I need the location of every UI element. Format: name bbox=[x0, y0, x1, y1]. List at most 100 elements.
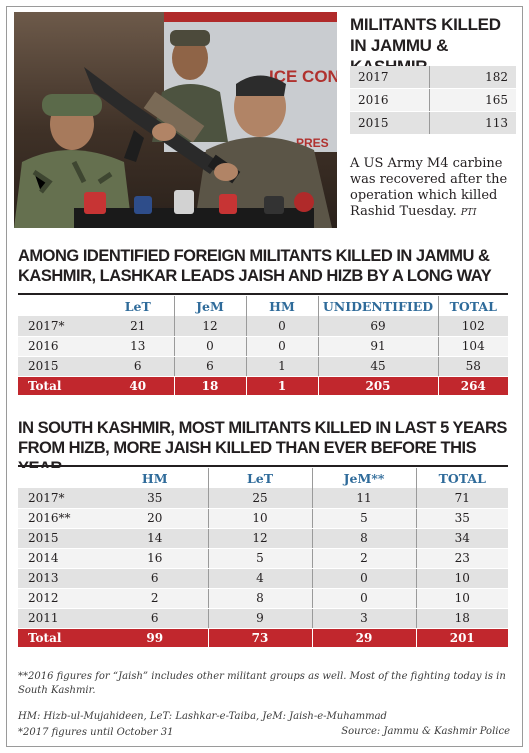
row-label: 2016 bbox=[18, 336, 102, 357]
divider bbox=[18, 293, 508, 295]
table-cell: 20 bbox=[102, 508, 208, 529]
table-cell: 201 bbox=[415, 628, 508, 648]
table-cell: 1 bbox=[245, 376, 318, 396]
table-cell: 18 bbox=[173, 376, 246, 396]
table-cell: 102 bbox=[437, 316, 508, 337]
table-header-row: HM LeT JeM** TOTAL bbox=[18, 468, 508, 488]
table-cell: 6 bbox=[173, 356, 246, 377]
summary-year: 2017 bbox=[350, 66, 430, 88]
table-cell: 0 bbox=[311, 588, 416, 609]
table-cell: 99 bbox=[102, 628, 208, 648]
table-cell: 25 bbox=[207, 488, 312, 509]
table-cell: 21 bbox=[102, 316, 174, 337]
table-cell: 1 bbox=[245, 356, 318, 377]
table-cell: 10 bbox=[415, 588, 508, 609]
table-cell: 2 bbox=[311, 548, 416, 569]
table-cell: 10 bbox=[415, 568, 508, 589]
header-cell: TOTAL bbox=[415, 468, 508, 488]
row-label: Total bbox=[18, 376, 102, 396]
press-conference-photo: ICE CONT PRES bbox=[14, 12, 337, 228]
total-row: Total 40 18 1 205 264 bbox=[18, 376, 508, 396]
summary-year: 2015 bbox=[350, 112, 430, 134]
table-cell: 3 bbox=[311, 608, 416, 629]
photo-credit: PTI bbox=[460, 208, 477, 218]
table-cell: 2 bbox=[102, 588, 208, 609]
table-cell: 23 bbox=[415, 548, 508, 569]
header-cell: JeM** bbox=[311, 468, 416, 488]
caption-text: A US Army M4 carbine was recovered after… bbox=[350, 156, 508, 219]
row-label: 2012 bbox=[18, 588, 102, 609]
row-label: 2017* bbox=[18, 316, 102, 337]
table-cell: 9 bbox=[207, 608, 312, 629]
header-cell bbox=[18, 468, 102, 488]
header-cell bbox=[18, 296, 102, 316]
header-cell: HM bbox=[102, 468, 208, 488]
section1-title: AMONG IDENTIFIED FOREIGN MILITANTS KILLE… bbox=[18, 247, 492, 285]
table-cell: 4 bbox=[207, 568, 312, 589]
banner-text: ICE CONT bbox=[269, 67, 337, 86]
table-cell: 6 bbox=[102, 356, 174, 377]
row-label: 2015 bbox=[18, 528, 102, 549]
table-row: 2015 6 6 1 45 58 bbox=[18, 356, 508, 377]
table-cell: 71 bbox=[415, 488, 508, 509]
header-cell: JeM bbox=[173, 296, 246, 316]
table-row: 2016 13 0 0 91 104 bbox=[18, 336, 508, 357]
table-cell: 12 bbox=[173, 316, 246, 337]
table-cell: 0 bbox=[311, 568, 416, 589]
row-label: 2011 bbox=[18, 608, 102, 629]
table-row: 2013 6 4 0 10 bbox=[18, 568, 508, 589]
header-cell: TOTAL bbox=[437, 296, 508, 316]
table-cell: 10 bbox=[207, 508, 312, 529]
table-cell: 0 bbox=[245, 316, 318, 337]
summary-value: 165 bbox=[485, 93, 508, 107]
table-header-row: LeT JeM HM UNIDENTIFIED TOTAL bbox=[18, 296, 508, 316]
table-row: 2016** 20 10 5 35 bbox=[18, 508, 508, 529]
table-row: 2015 14 12 8 34 bbox=[18, 528, 508, 549]
table-cell: 8 bbox=[207, 588, 312, 609]
table-cell: 58 bbox=[437, 356, 508, 377]
table-cell: 45 bbox=[317, 356, 438, 377]
footnote-abbreviations: HM: Hizb-ul-Mujahideen, LeT: Lashkar-e-T… bbox=[18, 711, 387, 722]
summary-value: 182 bbox=[485, 70, 508, 84]
table-cell: 5 bbox=[207, 548, 312, 569]
row-label: 2016** bbox=[18, 508, 102, 529]
table-cell: 13 bbox=[102, 336, 174, 357]
header-cell: LeT bbox=[207, 468, 312, 488]
table-cell: 104 bbox=[437, 336, 508, 357]
summary-value: 113 bbox=[485, 116, 508, 130]
table-cell: 16 bbox=[102, 548, 208, 569]
footnote-2017: *2017 figures until October 31 bbox=[18, 727, 174, 738]
header-cell: UNIDENTIFIED bbox=[317, 296, 438, 316]
summary-table: 2017 182 2016 165 2015 113 bbox=[350, 66, 516, 135]
table-row: 2012 2 8 0 10 bbox=[18, 588, 508, 609]
table-row: 2017* 35 25 11 71 bbox=[18, 488, 508, 509]
photo-caption: A US Army M4 carbine was recovered after… bbox=[350, 156, 518, 221]
table-cell: 6 bbox=[102, 568, 208, 589]
table-cell: 18 bbox=[415, 608, 508, 629]
table-cell: 11 bbox=[311, 488, 416, 509]
header-cell: LeT bbox=[102, 296, 174, 316]
table-cell: 12 bbox=[207, 528, 312, 549]
infographic-frame bbox=[6, 6, 523, 747]
header-cell: HM bbox=[245, 296, 318, 316]
total-row: Total 99 73 29 201 bbox=[18, 628, 508, 648]
table-row: 2011 6 9 3 18 bbox=[18, 608, 508, 629]
table-cell: 205 bbox=[317, 376, 438, 396]
row-label: 2014 bbox=[18, 548, 102, 569]
row-label: 2017* bbox=[18, 488, 102, 509]
south-kashmir-table: HM LeT JeM** TOTAL 2017* 35 25 11 71 201… bbox=[18, 468, 508, 648]
row-label: Total bbox=[18, 628, 102, 648]
table-cell: 73 bbox=[207, 628, 312, 648]
summary-row: 2016 165 bbox=[350, 89, 516, 112]
table-cell: 8 bbox=[311, 528, 416, 549]
table-cell: 40 bbox=[102, 376, 174, 396]
table-cell: 29 bbox=[311, 628, 416, 648]
table-cell: 91 bbox=[317, 336, 438, 357]
row-label: 2013 bbox=[18, 568, 102, 589]
table-cell: 0 bbox=[173, 336, 246, 357]
source-credit: Source: Jammu & Kashmir Police bbox=[341, 726, 510, 737]
foreign-militants-table: LeT JeM HM UNIDENTIFIED TOTAL 2017* 21 1… bbox=[18, 296, 508, 396]
table-row: 2017* 21 12 0 69 102 bbox=[18, 316, 508, 337]
divider bbox=[18, 465, 508, 467]
summary-row: 2015 113 bbox=[350, 112, 516, 135]
